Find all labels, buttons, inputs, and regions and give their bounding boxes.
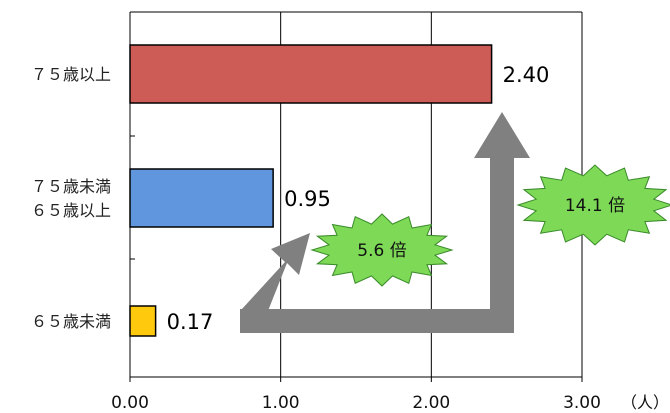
bars — [129, 44, 493, 337]
value-label-1: 0.95 — [284, 187, 331, 211]
x-tick-label-0: 0.00 — [111, 393, 149, 413]
value-label-0: 2.40 — [503, 63, 550, 87]
ratio-label-1: 14.1 倍 — [565, 196, 625, 216]
x-tick-label-2: 2.00 — [412, 393, 450, 413]
bar-2 — [129, 305, 157, 337]
x-tick-label-1: 1.00 — [262, 393, 300, 413]
category-label-2-0: ６５歳未満 — [31, 312, 111, 331]
labels: 0.00 1.00 2.00 3.00 2.40 ７５歳以上 0.95 ７５歳未満 ６５歳以上 0… — [31, 63, 625, 413]
ratio-burst-1 — [516, 164, 670, 246]
ratio-burst-0 — [310, 213, 454, 287]
bar-1 — [129, 168, 274, 228]
ratio-arrows — [240, 112, 670, 333]
x-tick-label-3: 3.00 — [563, 393, 601, 413]
ratio-label-0: 5.6 倍 — [357, 241, 406, 261]
bar-0 — [129, 44, 493, 104]
x-axis-unit: （人） — [621, 393, 669, 412]
category-label-1-1: ６５歳以上 — [31, 201, 111, 220]
category-label-1-0: ７５歳未満 — [31, 177, 111, 196]
value-label-2: 0.17 — [167, 310, 214, 334]
category-label-0-0: ７５歳以上 — [31, 65, 111, 84]
arrow-to-65-74 — [242, 233, 310, 326]
arrow-to-75-plus — [240, 112, 530, 333]
